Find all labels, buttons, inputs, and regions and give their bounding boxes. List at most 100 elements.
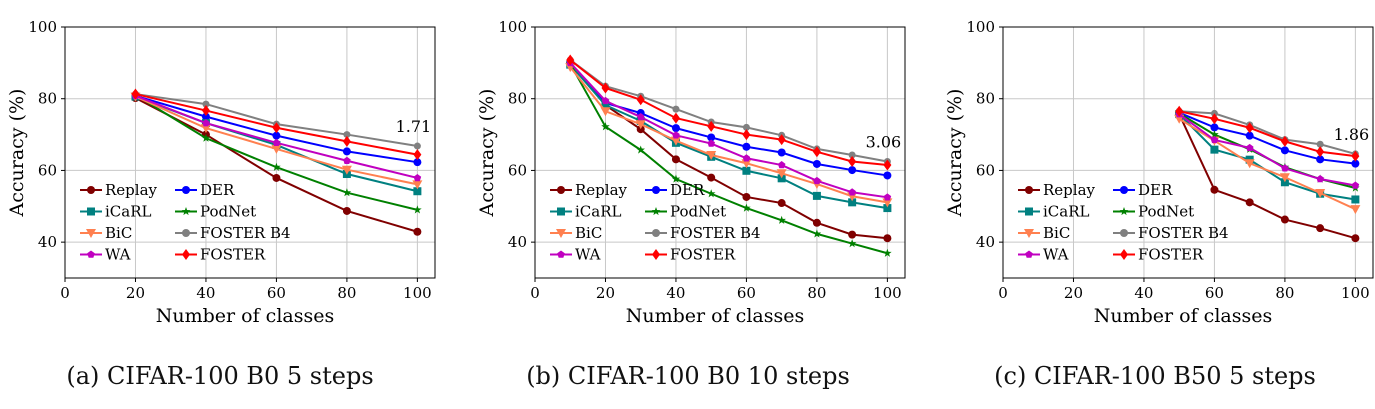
- legend-label: FOSTER B4: [670, 224, 761, 242]
- data-point: [1280, 146, 1289, 155]
- data-point: [1316, 146, 1325, 158]
- data-point: [1280, 135, 1289, 147]
- data-point: [672, 105, 680, 113]
- legend-label: iCaRL: [105, 203, 152, 221]
- data-point: [1280, 215, 1289, 224]
- series-der: [566, 59, 892, 180]
- x-tick-label: 60: [1205, 284, 1224, 302]
- caption-b: (b) CIFAR-100 B0 10 steps: [526, 362, 850, 390]
- data-point: [1279, 173, 1290, 183]
- x-tick-label: 80: [1275, 284, 1294, 302]
- data-point: [201, 133, 211, 142]
- data-point: [131, 88, 140, 100]
- legend-marker: [1120, 186, 1128, 194]
- legend-marker: [86, 229, 96, 238]
- caption-a: (a) CIFAR-100 B0 5 steps: [66, 362, 374, 390]
- data-point: [412, 180, 423, 190]
- y-tick-label: 40: [38, 233, 57, 251]
- legend-label: FOSTER B4: [1138, 224, 1229, 242]
- legend-marker: [652, 186, 660, 194]
- legend-marker: [1025, 186, 1033, 194]
- legend-item: FOSTER: [645, 246, 736, 264]
- legend-label: Replay: [1043, 181, 1096, 199]
- data-point: [882, 198, 893, 208]
- x-tick-label: 0: [530, 284, 540, 302]
- series-line: [569, 63, 888, 255]
- data-point: [601, 122, 610, 131]
- legend-marker: [652, 249, 660, 260]
- data-point: [707, 120, 716, 132]
- data-point: [848, 198, 857, 207]
- data-point: [883, 248, 892, 257]
- x-tick-label: 20: [1064, 284, 1083, 302]
- y-axis-label: Accuracy (%): [476, 89, 498, 218]
- legend-item: WA: [80, 246, 131, 264]
- data-point: [812, 159, 821, 168]
- gap-annotation: 3.06: [866, 132, 902, 151]
- x-tick-label: 20: [126, 284, 145, 302]
- data-point: [272, 138, 281, 147]
- y-tick-label: 60: [508, 161, 527, 179]
- data-point: [343, 131, 351, 139]
- data-point: [1316, 155, 1325, 164]
- x-tick-label: 80: [807, 284, 826, 302]
- y-axis-label: Accuracy (%): [6, 89, 28, 218]
- legend-label: WA: [105, 246, 131, 264]
- data-point: [847, 239, 857, 248]
- legend-marker: [87, 207, 95, 216]
- data-point: [601, 96, 610, 105]
- data-point: [343, 156, 351, 164]
- series-line: [1178, 110, 1356, 158]
- series-line: [1178, 111, 1356, 165]
- legend-item: Replay: [1018, 181, 1096, 199]
- data-point: [1316, 175, 1324, 183]
- legend-marker: [557, 186, 565, 194]
- legend-item: FOSTER B4: [1113, 224, 1229, 242]
- data-point: [812, 191, 821, 200]
- legend-marker: [1024, 229, 1034, 238]
- legend-marker: [557, 207, 565, 216]
- legend-marker: [182, 249, 190, 260]
- y-tick-label: 40: [976, 233, 995, 251]
- data-point: [742, 154, 751, 162]
- legend-item: DER: [645, 181, 705, 199]
- series-foster: [131, 88, 422, 161]
- data-point: [848, 151, 856, 159]
- x-axis-label: Number of classes: [156, 305, 334, 327]
- legend-label: BiC: [105, 224, 132, 242]
- x-tick-label: 100: [403, 284, 432, 302]
- y-tick-label: 40: [508, 233, 527, 251]
- legend-item: PodNet: [1113, 203, 1194, 221]
- data-point: [1245, 131, 1254, 140]
- data-point: [848, 230, 857, 239]
- legend-marker: [556, 229, 566, 238]
- data-point: [742, 129, 751, 141]
- data-point: [883, 171, 892, 180]
- data-point: [1315, 189, 1326, 199]
- legend-item: iCaRL: [1018, 203, 1090, 221]
- data-point: [1351, 234, 1360, 243]
- series-line: [569, 62, 888, 199]
- data-point: [742, 123, 750, 131]
- plot-frame: [64, 26, 436, 279]
- data-point: [741, 159, 752, 169]
- legend-item: Replay: [550, 181, 628, 199]
- legend-label: DER: [1138, 181, 1173, 199]
- data-point: [1281, 164, 1289, 172]
- series-line: [569, 63, 888, 210]
- series-foster: [1175, 105, 1360, 162]
- x-tick-label: 40: [1134, 284, 1153, 302]
- x-tick-label: 60: [737, 284, 756, 302]
- data-point: [707, 139, 715, 147]
- x-tick-label: 40: [196, 284, 215, 302]
- legend-label: BiC: [575, 224, 602, 242]
- data-point: [742, 203, 751, 212]
- series-wa: [566, 58, 892, 201]
- data-point: [1210, 113, 1219, 125]
- data-point: [272, 173, 281, 182]
- data-point: [777, 174, 786, 183]
- data-point: [742, 192, 751, 201]
- data-point: [742, 142, 751, 151]
- data-point: [671, 155, 680, 164]
- data-point: [566, 54, 575, 66]
